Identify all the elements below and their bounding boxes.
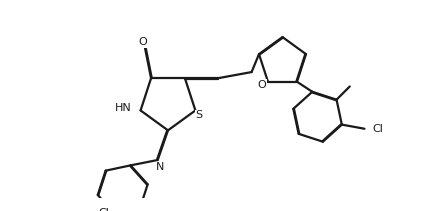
Text: O: O — [139, 37, 147, 47]
Text: N: N — [155, 162, 164, 172]
Text: S: S — [195, 110, 202, 120]
Text: HN: HN — [115, 103, 132, 113]
Text: Cl: Cl — [99, 208, 110, 211]
Text: O: O — [257, 80, 266, 90]
Text: Cl: Cl — [372, 124, 383, 134]
